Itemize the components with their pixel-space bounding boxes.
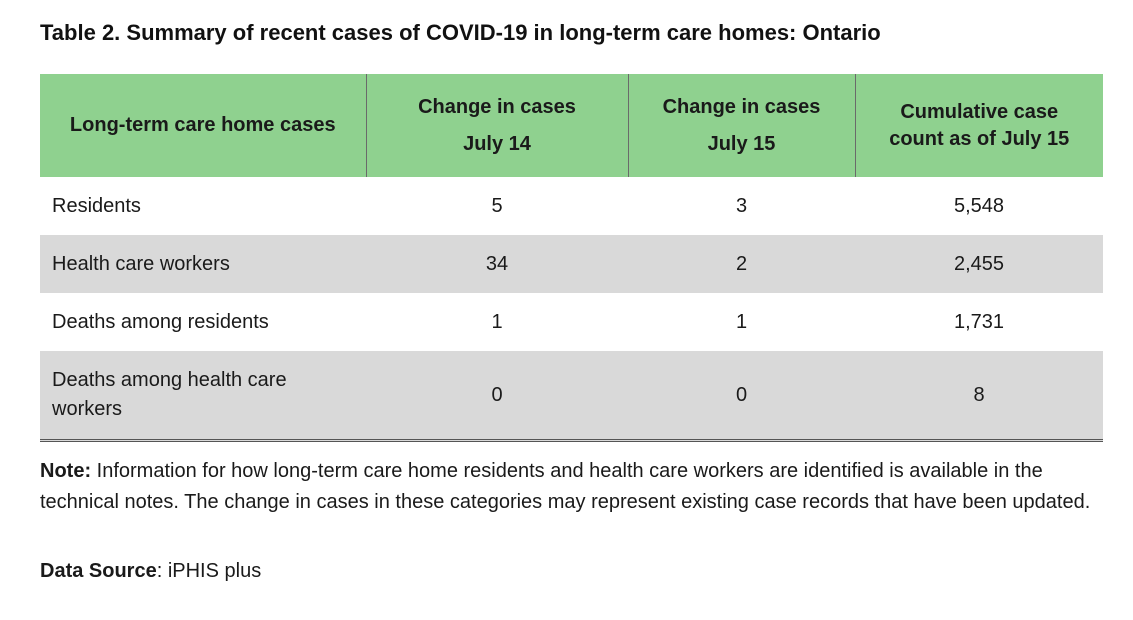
table-row: Deaths among residents 1 1 1,731 — [40, 293, 1103, 351]
header-cumulative: Cumulative case count as of July 15 — [854, 74, 1103, 177]
data-source: Data Source: iPHIS plus — [40, 560, 261, 583]
summary-table: Long-term care home cases Change in case… — [40, 74, 1103, 442]
row-value-july14: 5 — [491, 194, 503, 217]
header-cumulative-line1: Cumulative case — [900, 100, 1059, 123]
header-change-july14: Change in cases July 14 — [365, 74, 628, 177]
header-row: Long-term care home cases Change in case… — [40, 74, 1103, 177]
row-value-july14: 0 — [366, 351, 628, 442]
header-change-july15-line1: Change in cases — [662, 95, 821, 118]
row-label-text: Deaths among health care workers — [52, 369, 287, 420]
table-row: Deaths among health care workers 0 0 8 — [40, 351, 1103, 442]
row-value-cumulative: 5,548 — [953, 194, 1005, 217]
header-change-july14-line1: Change in cases — [418, 95, 576, 118]
row-value-cumulative: 8 — [855, 351, 1103, 442]
row-value-july15: 1 — [735, 310, 748, 333]
header-change-july15: Change in cases July 15 — [627, 74, 855, 177]
row-value-july14: 1 — [491, 310, 503, 333]
source-label: Data Source — [40, 560, 157, 582]
table-row: Health care workers 34 2 2,455 — [40, 235, 1103, 293]
header-cumulative-line2: count as of July 15 — [889, 127, 1070, 150]
row-value-cumulative: 1,731 — [953, 310, 1005, 333]
row-value-july15: 2 — [628, 235, 855, 293]
header-case-type: Long-term care home cases — [40, 74, 366, 177]
row-label: Deaths among residents — [52, 310, 269, 333]
row-label: Health care workers — [40, 235, 366, 293]
row-label: Deaths among health care workers — [40, 351, 366, 442]
row-value-july15: 3 — [735, 194, 748, 217]
header-change-july14-line2: July 14 — [463, 132, 531, 155]
row-value-july15: 0 — [628, 351, 855, 442]
row-label: Residents — [52, 194, 141, 217]
row-value-july14: 34 — [366, 235, 628, 293]
note-text: Information for how long-term care home … — [40, 460, 1091, 513]
table-title: Table 2. Summary of recent cases of COVI… — [40, 20, 881, 45]
note-label: Note: — [40, 460, 92, 482]
source-text: : iPHIS plus — [156, 560, 262, 582]
table-row: Residents 5 3 5,548 — [40, 177, 1103, 235]
header-change-july15-line2: July 15 — [707, 132, 776, 155]
row-value-cumulative: 2,455 — [855, 235, 1103, 293]
table-note: Note: Information for how long-term care… — [40, 456, 1110, 518]
